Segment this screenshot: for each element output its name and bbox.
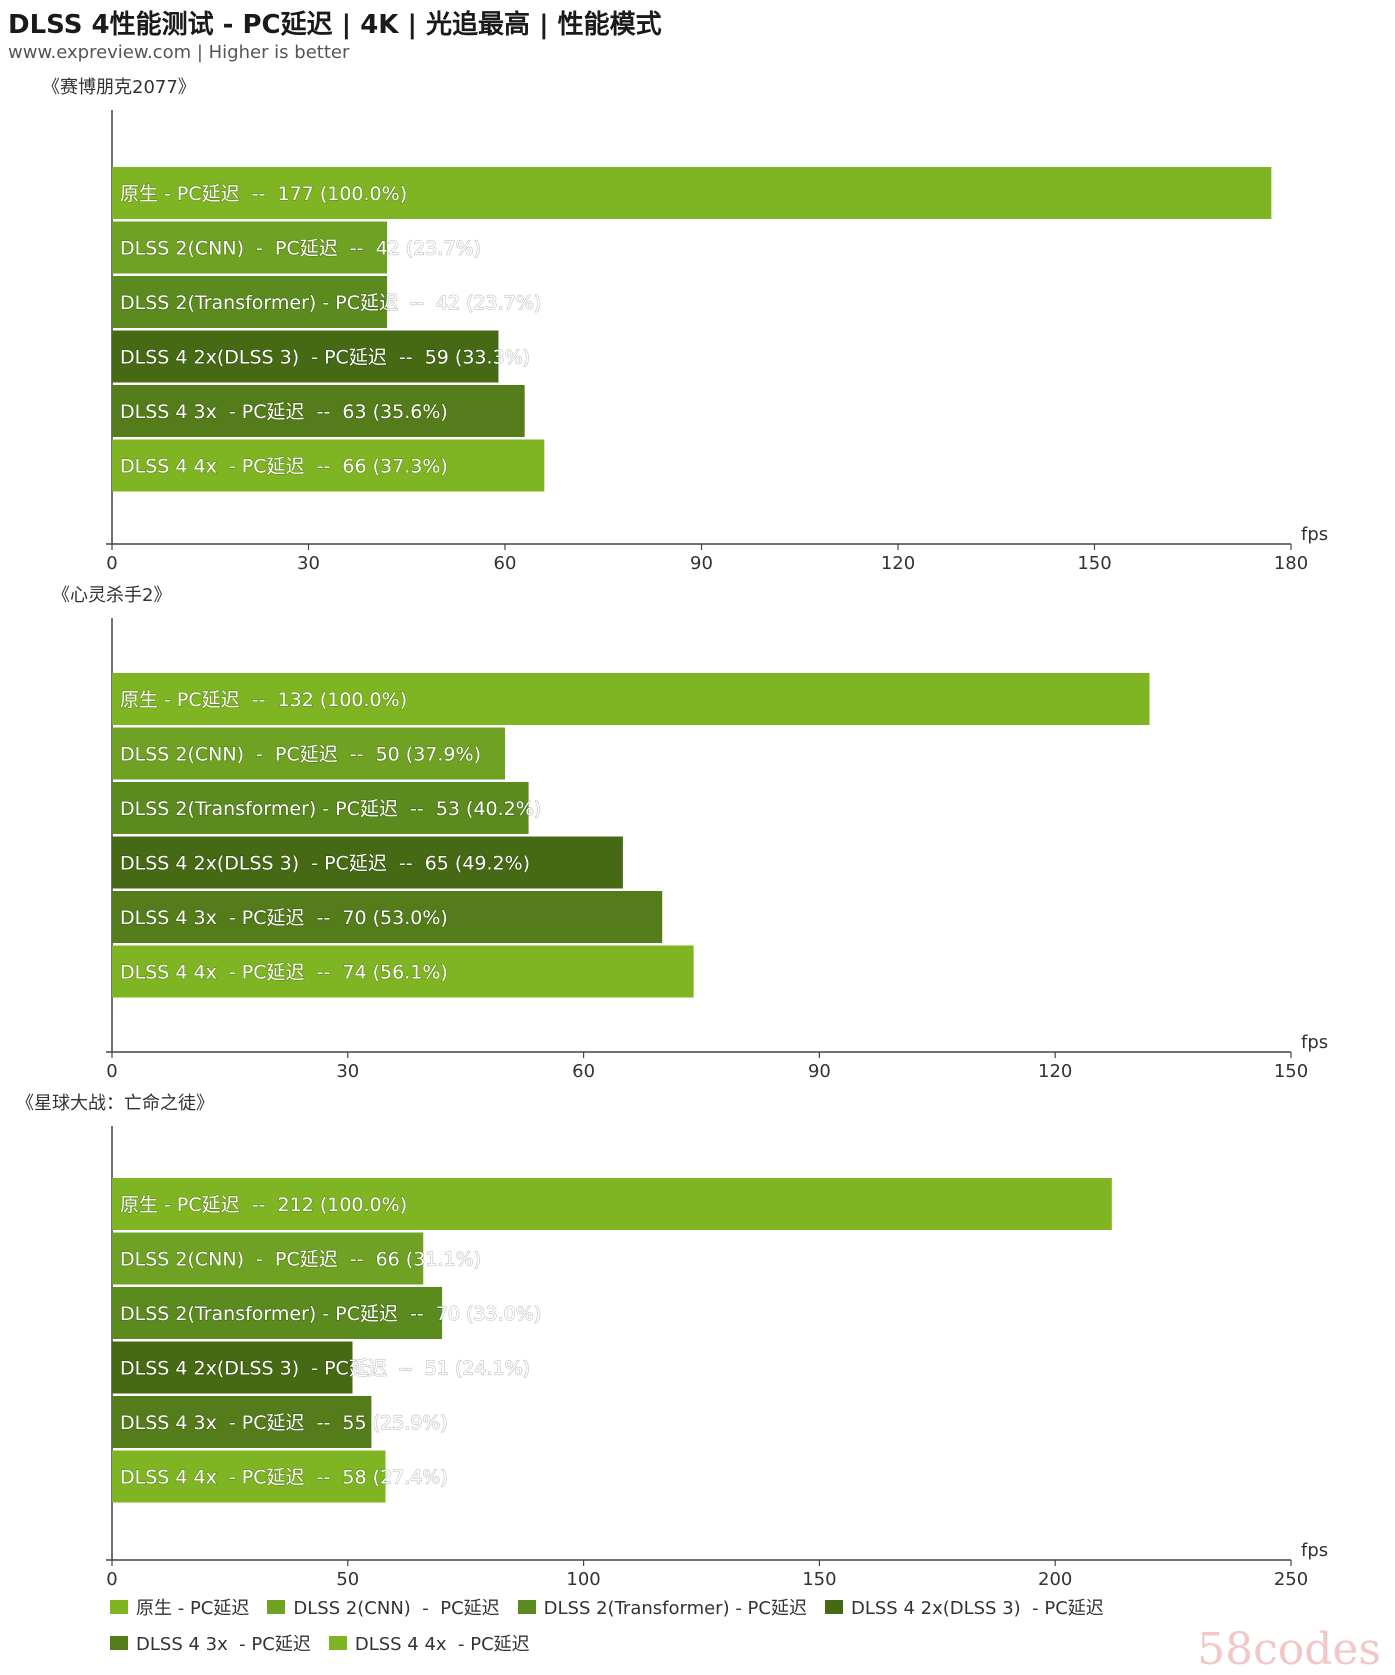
bar	[112, 1178, 1112, 1230]
x-tick-label: 200	[1038, 1569, 1072, 1590]
bar	[112, 1287, 443, 1339]
bar-label: 原生 - PC延迟 -- 212 (100.0%)	[120, 1194, 407, 1216]
x-tick-label: 250	[1274, 1569, 1308, 1590]
legend-label: DLSS 4 2x(DLSS 3) - PC延迟	[850, 1598, 1104, 1619]
legend-label: 原生 - PC延迟	[136, 1598, 250, 1619]
chart-title: 《心灵杀手2》	[52, 585, 171, 606]
x-tick-label: 150	[802, 1569, 836, 1590]
bar-label: DLSS 2(CNN) - PC延迟 -- 66 (31.1%)	[120, 1249, 481, 1271]
bar-label: DLSS 4 4x - PC延迟 -- 74 (56.1%)	[120, 962, 448, 984]
bar-label: DLSS 2(Transformer) - PC延迟 -- 42 (23.7%)	[120, 292, 541, 314]
bar-label: DLSS 2(Transformer) - PC延迟 -- 70 (33.0%)	[120, 1303, 541, 1325]
x-tick-label: 120	[1038, 1061, 1072, 1082]
bar-label: DLSS 2(Transformer) - PC延迟 -- 53 (40.2%)	[120, 798, 541, 820]
legend-item: 原生 - PC延迟	[110, 1594, 249, 1620]
legend: 原生 - PC延迟 DLSS 2(CNN) - PC延迟 DLSS 2(Transf…	[110, 1594, 1310, 1666]
bar	[112, 673, 1150, 725]
bar-label: DLSS 4 4x - PC延迟 -- 58 (27.4%)	[120, 1467, 448, 1489]
x-tick-label: 30	[336, 1061, 359, 1082]
legend-label: DLSS 2(Transformer) - PC延迟	[543, 1598, 807, 1619]
bar	[112, 1232, 424, 1285]
x-tick-label: 60	[494, 553, 517, 574]
bar	[112, 221, 388, 274]
legend-item: DLSS 2(CNN) - PC延迟	[267, 1594, 500, 1620]
x-tick-label: 90	[808, 1061, 831, 1082]
bar	[112, 330, 499, 383]
legend-item: DLSS 4 3x - PC延迟	[110, 1630, 311, 1656]
x-tick-label: 0	[106, 1061, 117, 1082]
x-tick-label: 150	[1274, 1061, 1308, 1082]
bar-label: DLSS 4 4x - PC延迟 -- 66 (37.3%)	[120, 456, 448, 478]
chart-2: 《心灵杀手2》 0 30 60 90 120 150 fps 原生 - PC延迟 -- 132 …	[52, 585, 1328, 1082]
chart-title: 《赛博朋克2077》	[42, 77, 196, 98]
x-tick-label: 180	[1274, 553, 1308, 574]
bar-label: 原生 - PC延迟 -- 177 (100.0%)	[120, 183, 407, 205]
x-tick-label: 120	[881, 553, 915, 574]
chart-title: 《星球大战：亡命之徒》	[16, 1093, 214, 1114]
bar	[112, 945, 694, 998]
bar	[112, 891, 663, 943]
legend-label: DLSS 4 4x - PC延迟	[354, 1634, 530, 1655]
bar-label: DLSS 4 3x - PC延迟 -- 70 (53.0%)	[120, 907, 448, 929]
legend-label: DLSS 2(CNN) - PC延迟	[293, 1598, 500, 1619]
x-tick-label: 0	[106, 553, 117, 574]
chart-1: 《赛博朋克2077》 0 30 60 90 120 150 180 fps 原生 - PC延迟 -…	[42, 77, 1328, 574]
legend-item: DLSS 2(Transformer) - PC延迟	[517, 1594, 807, 1620]
bar	[112, 836, 623, 889]
bar-label: DLSS 4 3x - PC延迟 -- 55 (25.9%)	[120, 1412, 448, 1434]
bar	[112, 1396, 372, 1448]
legend-swatch	[328, 1636, 347, 1650]
bar	[112, 167, 1272, 219]
watermark: 58codes	[1197, 1624, 1381, 1675]
bar-label: DLSS 2(CNN) - PC延迟 -- 50 (37.9%)	[120, 744, 481, 766]
bar-label: DLSS 4 2x(DLSS 3) - PC延迟 -- 65 (49.2%)	[120, 853, 530, 875]
legend-item: DLSS 4 4x - PC延迟	[328, 1630, 530, 1656]
bar-label: DLSS 2(CNN) - PC延迟 -- 42 (23.7%)	[120, 238, 481, 260]
bar	[112, 439, 545, 492]
x-axis-unit: fps	[1301, 524, 1328, 545]
page-title: DLSS 4性能测试 - PC延迟 | 4K | 光追最高 | 性能模式	[8, 10, 662, 40]
bar	[112, 1341, 353, 1394]
bar-label: 原生 - PC延迟 -- 132 (100.0%)	[120, 689, 407, 711]
x-tick-label: 90	[690, 553, 713, 574]
x-tick-label: 150	[1077, 553, 1111, 574]
legend-swatch	[110, 1600, 128, 1614]
legend-swatch	[517, 1600, 536, 1614]
bar	[112, 727, 505, 780]
x-tick-label: 50	[336, 1569, 359, 1590]
legend-swatch	[267, 1600, 286, 1614]
bar	[112, 1450, 386, 1503]
chart-3: 《星球大战：亡命之徒》 0 50 100 150 200 250 fps 原生 - PC延迟 -…	[16, 1093, 1328, 1590]
x-tick-label: 0	[106, 1569, 117, 1590]
x-axis-unit: fps	[1301, 1032, 1328, 1053]
x-tick-label: 30	[297, 553, 320, 574]
bar-label: DLSS 4 2x(DLSS 3) - PC延迟 -- 59 (33.3%)	[120, 347, 530, 369]
page-subtitle: www.expreview.com | Higher is better	[8, 42, 350, 63]
x-tick-label: 60	[572, 1061, 595, 1082]
bar-label: DLSS 4 3x - PC延迟 -- 63 (35.6%)	[120, 401, 448, 423]
bar	[112, 276, 388, 328]
legend-label: DLSS 4 3x - PC延迟	[136, 1634, 311, 1655]
bar-label: DLSS 4 2x(DLSS 3) - PC延迟 -- 51 (24.1%)	[120, 1358, 530, 1380]
legend-swatch	[110, 1636, 128, 1650]
bar	[112, 782, 529, 834]
x-axis-unit: fps	[1301, 1540, 1328, 1561]
x-tick-label: 100	[566, 1569, 600, 1590]
legend-item: DLSS 4 2x(DLSS 3) - PC延迟	[824, 1594, 1104, 1620]
legend-swatch	[824, 1600, 843, 1614]
bar	[112, 385, 525, 437]
